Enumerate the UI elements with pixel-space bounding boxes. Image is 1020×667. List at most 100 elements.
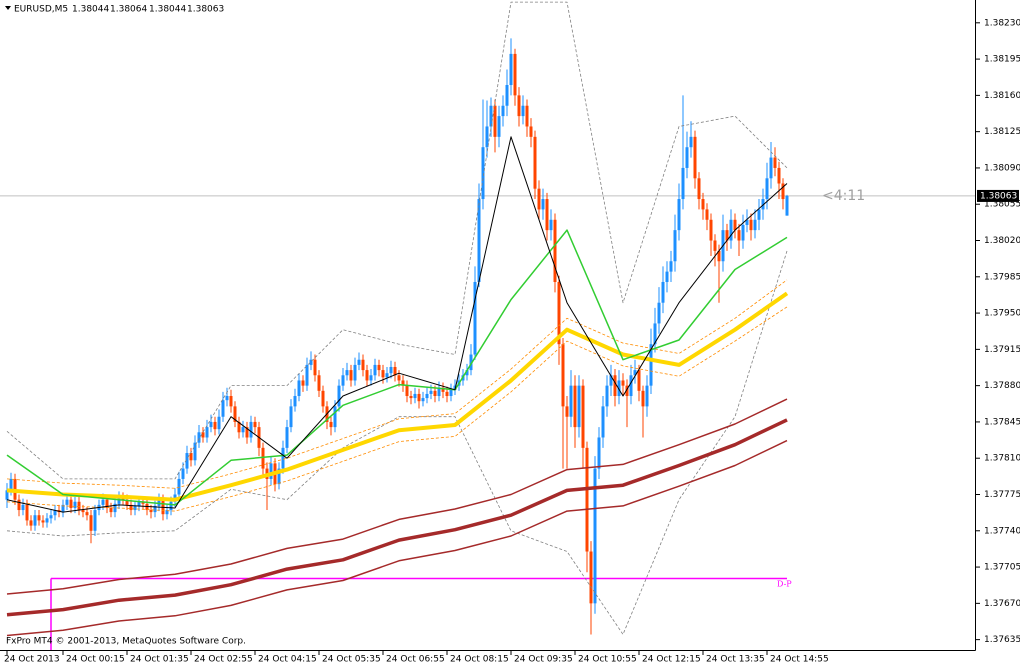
candle-body [25, 504, 29, 521]
indicator-line [6, 306, 788, 512]
candle-body [757, 209, 761, 220]
candle-body [609, 375, 613, 386]
candle-body [629, 375, 633, 397]
candle-body [737, 230, 741, 241]
candle-body [613, 375, 617, 397]
candle-body [89, 515, 93, 531]
candle-body [377, 364, 381, 371]
candle-body [405, 385, 409, 397]
candle-body [385, 373, 389, 378]
candle-body [657, 302, 661, 324]
candle-body [149, 510, 153, 513]
candle-body [93, 510, 97, 531]
candle-body [185, 453, 189, 469]
candles [5, 38, 789, 635]
candle-body [753, 219, 757, 231]
candle-body [337, 385, 341, 407]
candle-body [397, 375, 401, 381]
indicator-line [6, 398, 788, 595]
candle-body [633, 370, 637, 376]
candle-body [561, 344, 565, 407]
candle-body [605, 385, 609, 407]
candle-body [213, 421, 217, 430]
copyright: FxPro MT4 © 2001-2013, MetaQuotes Softwa… [6, 637, 246, 647]
candle-body [473, 281, 477, 355]
x-tick-label: 24 Oct 08:15 [450, 655, 509, 665]
candle-body [497, 116, 501, 137]
y-tick-label: 1.38125 [984, 127, 1020, 137]
candle-body [441, 387, 445, 392]
candle-body [345, 370, 349, 376]
candle-body [505, 85, 509, 106]
y-tick-label: 1.37880 [984, 381, 1020, 391]
candle-body [769, 157, 773, 179]
y-tick-label: 1.38090 [984, 163, 1020, 173]
x-tick-label: 24 Oct 05:35 [322, 655, 381, 665]
candle-body [261, 447, 265, 469]
candle-body [509, 53, 513, 86]
candle-body [469, 354, 473, 371]
candle-body [437, 387, 441, 397]
candle-body [45, 518, 49, 523]
candle-body [333, 406, 337, 428]
candle-body [673, 230, 677, 262]
y-tick-label: 1.37635 [984, 635, 1020, 645]
candle-body [685, 147, 689, 168]
candle-body [581, 385, 585, 448]
x-tick-label: 24 Oct 04:15 [258, 655, 317, 665]
candle-body [49, 515, 53, 519]
y-tick-label: 1.37670 [984, 599, 1020, 609]
candle-body [205, 427, 209, 438]
candle-body [745, 219, 749, 225]
candle-body [81, 510, 85, 513]
symbol: EURUSD,M5 [14, 5, 68, 15]
candle-body [589, 551, 593, 604]
candle-body [641, 390, 645, 407]
candle-body [341, 375, 345, 386]
candle-body [733, 219, 737, 231]
y-tick-label: 1.37775 [984, 490, 1020, 500]
menu-arrow[interactable] [5, 6, 11, 10]
candle-body [489, 105, 493, 127]
candle-body [229, 396, 233, 407]
candle-body [545, 199, 549, 231]
y-tick-label: 1.38160 [984, 91, 1020, 101]
candle-body [105, 499, 109, 508]
candle-body [349, 370, 353, 381]
candle-body [573, 385, 577, 428]
candle-body [285, 427, 289, 448]
candle-body [661, 281, 665, 303]
candle-body [621, 380, 625, 386]
candle-body [321, 390, 325, 407]
candle-body [765, 178, 769, 200]
candle-body [585, 447, 589, 552]
candle-body [665, 271, 669, 282]
candle-body [577, 385, 581, 428]
close: 1.38063 [187, 5, 224, 15]
candle-body [245, 427, 249, 438]
plot-area [0, 0, 976, 651]
candle-body [541, 199, 545, 210]
candle-body [749, 219, 753, 231]
candle-body [309, 359, 313, 365]
candle-body [109, 507, 113, 513]
candle-body [713, 240, 717, 251]
y-tick-label: 1.37705 [984, 563, 1020, 573]
candle-body [617, 380, 621, 397]
candle-body [517, 95, 521, 117]
candle-body [249, 421, 253, 438]
candle-body [401, 380, 405, 386]
candle-body [569, 385, 573, 417]
candle-body [493, 105, 497, 137]
candle-body [193, 442, 197, 461]
candle-body [357, 359, 361, 365]
x-tick-label: 24 Oct 13:35 [706, 655, 765, 665]
x-tick-label: 24 Oct 02:55 [194, 655, 253, 665]
candle-body [697, 178, 701, 200]
candle-body [277, 468, 281, 485]
indicator-line [6, 229, 788, 506]
candle-body [549, 219, 553, 231]
candle-body [317, 375, 321, 391]
high: 1.38064 [110, 5, 147, 15]
